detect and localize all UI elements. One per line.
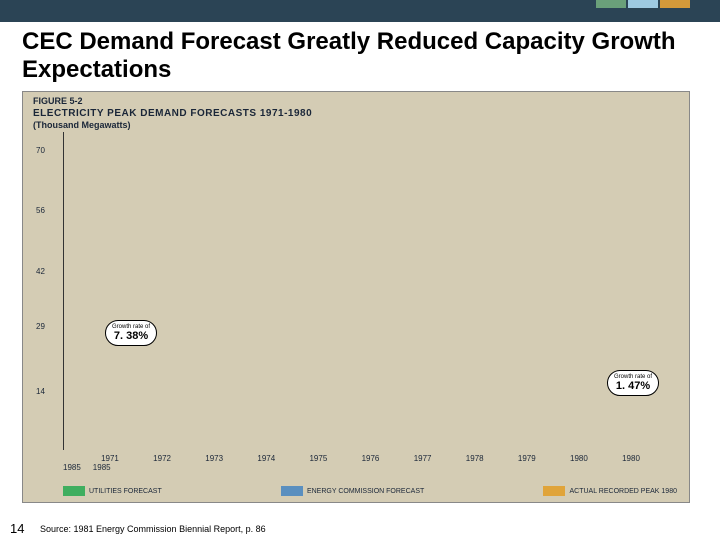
ytick: 14 [36,387,45,396]
slide-title: CEC Demand Forecast Greatly Reduced Capa… [0,22,720,87]
x-label: 1973 [194,454,234,463]
accent-3 [660,0,690,8]
legend-label: ACTUAL RECORDED PEAK 1980 [569,488,677,495]
x-label: 1978 [455,454,495,463]
figure-unit: (Thousand Megawatts) [33,120,131,130]
x-label: 1976 [351,454,391,463]
ytick: 56 [36,206,45,215]
ytick: 70 [36,146,45,155]
x-label: 1975 [298,454,338,463]
callout-right-big: 1. 47% [614,380,652,392]
callout-right: Growth rate of 1. 47% [607,370,659,396]
ytick: 29 [36,322,45,331]
ytick: 42 [36,267,45,276]
legend-swatch [543,486,565,496]
callout-left: Growth rate of 7. 38% [105,320,157,346]
source-line: Source: 1981 Energy Commission Biennial … [40,524,266,534]
figure-title: ELECTRICITY PEAK DEMAND FORECASTS 1971-1… [33,108,312,119]
x-label: 1971 [90,454,130,463]
legend-item: ACTUAL RECORDED PEAK 1980 [543,486,677,496]
x-label: 1977 [403,454,443,463]
page-number: 14 [10,521,24,536]
x-label: 1974 [246,454,286,463]
legend-label: ENERGY COMMISSION FORECAST [307,488,424,495]
figure-label: FIGURE 5-2 [33,96,83,106]
topbar-accent [596,0,690,8]
legend-item: ENERGY COMMISSION FORECAST [281,486,424,496]
plot: 1971197219731974197519761977197819791980… [63,132,677,450]
extra-x: 1985 [63,463,81,472]
legend-item: UTILITIES FORECAST [63,486,162,496]
accent-2 [628,0,658,8]
accent-1 [596,0,626,8]
extra-x: 1985 [93,463,111,472]
x-label: 1980 [611,454,651,463]
x-label: 1980 [559,454,599,463]
legend-swatch [63,486,85,496]
callout-left-big: 7. 38% [112,330,150,342]
bars-layer: 1971197219731974197519761977197819791980… [64,132,677,450]
slide-topbar [0,0,720,22]
legend: UTILITIES FORECAST ENERGY COMMISSION FORE… [63,486,677,496]
legend-label: UTILITIES FORECAST [89,488,162,495]
x-label: 1979 [507,454,547,463]
chart-area: FIGURE 5-2 ELECTRICITY PEAK DEMAND FOREC… [22,91,690,503]
extra-x-row: 1985 1985 [63,463,111,472]
legend-swatch [281,486,303,496]
x-label: 1972 [142,454,182,463]
